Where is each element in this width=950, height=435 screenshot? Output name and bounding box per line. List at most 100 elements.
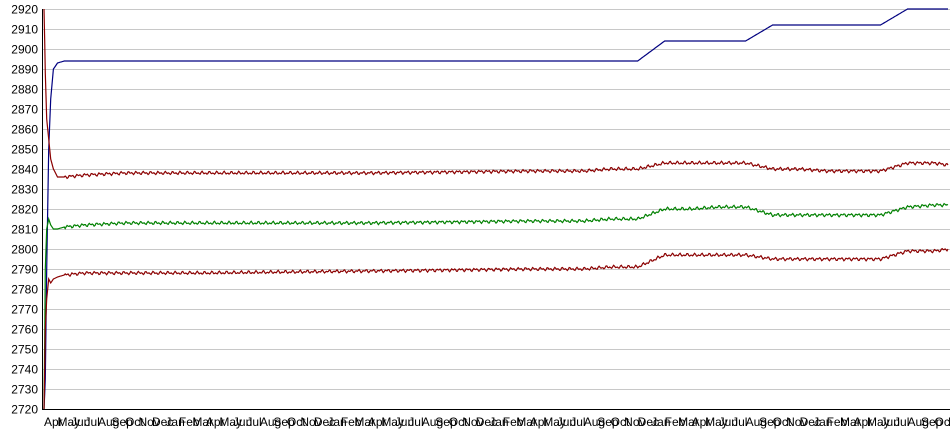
x-tick-label: May bbox=[867, 415, 890, 429]
x-tick-label: Jul bbox=[84, 415, 99, 429]
x-tick-label: Sep bbox=[597, 415, 619, 429]
x-tick-label: Aug bbox=[260, 415, 281, 429]
x-tick-label: Oct bbox=[125, 415, 144, 429]
x-tick-label: Dec bbox=[476, 415, 497, 429]
x-tick-label: Apr bbox=[44, 415, 63, 429]
y-tick-label: 2750 bbox=[11, 343, 38, 357]
x-tick-label: Aug bbox=[746, 415, 767, 429]
y-tick-label: 2780 bbox=[11, 283, 38, 297]
y-tick-label: 2730 bbox=[11, 383, 38, 397]
x-tick-label: Mar bbox=[354, 415, 375, 429]
x-tick-label: May bbox=[381, 415, 404, 429]
y-tick-label: 2800 bbox=[11, 243, 38, 257]
x-tick-label: Apr bbox=[206, 415, 225, 429]
x-tick-label: Sep bbox=[435, 415, 457, 429]
y-tick-label: 2910 bbox=[11, 23, 38, 37]
x-tick-label: Jan bbox=[489, 415, 508, 429]
x-tick-label: Jun bbox=[719, 415, 738, 429]
x-tick-label: Feb bbox=[665, 415, 686, 429]
y-tick-label: 2740 bbox=[11, 363, 38, 377]
x-tick-label: Feb bbox=[179, 415, 200, 429]
x-tick-label: Jun bbox=[395, 415, 414, 429]
x-tick-label: Feb bbox=[827, 415, 848, 429]
y-tick-label: 2850 bbox=[11, 143, 38, 157]
y-tick-label: 2820 bbox=[11, 203, 38, 217]
x-tick-label: Aug bbox=[584, 415, 605, 429]
x-tick-label: May bbox=[57, 415, 80, 429]
x-tick-label: Mar bbox=[516, 415, 537, 429]
x-tick-label: Aug bbox=[98, 415, 119, 429]
x-tick-label: Apr bbox=[368, 415, 387, 429]
series-line-4 bbox=[43, 247, 949, 410]
x-tick-label: Jul bbox=[408, 415, 423, 429]
x-tick-label: Apr bbox=[692, 415, 711, 429]
x-tick-label: Jul bbox=[246, 415, 261, 429]
x-tick-label: Sep bbox=[921, 415, 943, 429]
x-tick-label: Apr bbox=[530, 415, 549, 429]
x-tick-label: May bbox=[543, 415, 566, 429]
x-tick-label: Oct bbox=[287, 415, 306, 429]
x-tick-label: Sep bbox=[111, 415, 133, 429]
x-tick-label: Jun bbox=[233, 415, 252, 429]
x-tick-label: Nov bbox=[786, 415, 807, 429]
x-tick-label: Jan bbox=[165, 415, 184, 429]
y-tick-label: 2880 bbox=[11, 83, 38, 97]
y-tick-label: 2770 bbox=[11, 303, 38, 317]
x-tick-label: Jul bbox=[732, 415, 747, 429]
y-tick-label: 2760 bbox=[11, 323, 38, 337]
x-tick-label: Dec bbox=[638, 415, 659, 429]
x-tick-label: May bbox=[219, 415, 242, 429]
x-tick-label: Jan bbox=[813, 415, 832, 429]
x-tick-label: Aug bbox=[422, 415, 443, 429]
x-tick-label: Jan bbox=[651, 415, 670, 429]
x-tick-label: Feb bbox=[341, 415, 362, 429]
y-tick-label: 2860 bbox=[11, 123, 38, 137]
x-tick-label: May bbox=[705, 415, 728, 429]
x-tick-labels: AprMayJunJulAugSepOctNovDecJanFebMarAprM… bbox=[44, 415, 950, 429]
y-tick-label: 2900 bbox=[11, 43, 38, 57]
series-line-2 bbox=[43, 8, 949, 180]
y-tick-label: 2920 bbox=[11, 3, 38, 17]
x-tick-label: Jun bbox=[881, 415, 900, 429]
series-layer bbox=[43, 8, 949, 410]
x-tick-label: Oct bbox=[773, 415, 792, 429]
y-tick-label: 2830 bbox=[11, 183, 38, 197]
x-tick-label: Jun bbox=[557, 415, 576, 429]
x-tick-label: Jul bbox=[894, 415, 909, 429]
x-tick-label: Apr bbox=[854, 415, 873, 429]
y-tick-label: 2890 bbox=[11, 63, 38, 77]
x-tick-label: Feb bbox=[503, 415, 524, 429]
x-tick-label: Nov bbox=[462, 415, 483, 429]
x-tick-label: Mar bbox=[840, 415, 861, 429]
y-tick-label: 2840 bbox=[11, 163, 38, 177]
x-tick-label: Dec bbox=[314, 415, 335, 429]
x-tick-label: Mar bbox=[192, 415, 213, 429]
axis-layer bbox=[42, 9, 950, 410]
x-tick-label: Aug bbox=[908, 415, 929, 429]
x-tick-label: Oct bbox=[611, 415, 630, 429]
y-tick-label: 2870 bbox=[11, 103, 38, 117]
x-tick-label: Dec bbox=[800, 415, 821, 429]
x-tick-label: Mar bbox=[678, 415, 699, 429]
series-line-1 bbox=[43, 8, 948, 410]
series-line-3 bbox=[43, 202, 949, 410]
x-tick-label: Nov bbox=[624, 415, 645, 429]
x-tick-label: Nov bbox=[138, 415, 159, 429]
x-tick-label: Sep bbox=[759, 415, 781, 429]
x-tick-label: Oct bbox=[935, 415, 950, 429]
x-tick-label: Nov bbox=[948, 415, 950, 429]
grid-layer bbox=[42, 9, 950, 410]
x-tick-label: Dec bbox=[152, 415, 173, 429]
x-tick-label: Nov bbox=[300, 415, 321, 429]
y-tick-label: 2720 bbox=[11, 403, 38, 417]
y-tick-labels: 2720 2730 2740 2750 2760 2770 2780 2790 2800 2810… bbox=[11, 3, 38, 417]
y-tick-label: 2790 bbox=[11, 263, 38, 277]
y-tick-label: 2810 bbox=[11, 223, 38, 237]
x-tick-label: Sep bbox=[273, 415, 295, 429]
x-tick-label: Jun bbox=[71, 415, 90, 429]
x-tick-label: Jan bbox=[327, 415, 346, 429]
x-tick-label: Oct bbox=[449, 415, 468, 429]
x-tick-label: Jul bbox=[570, 415, 585, 429]
